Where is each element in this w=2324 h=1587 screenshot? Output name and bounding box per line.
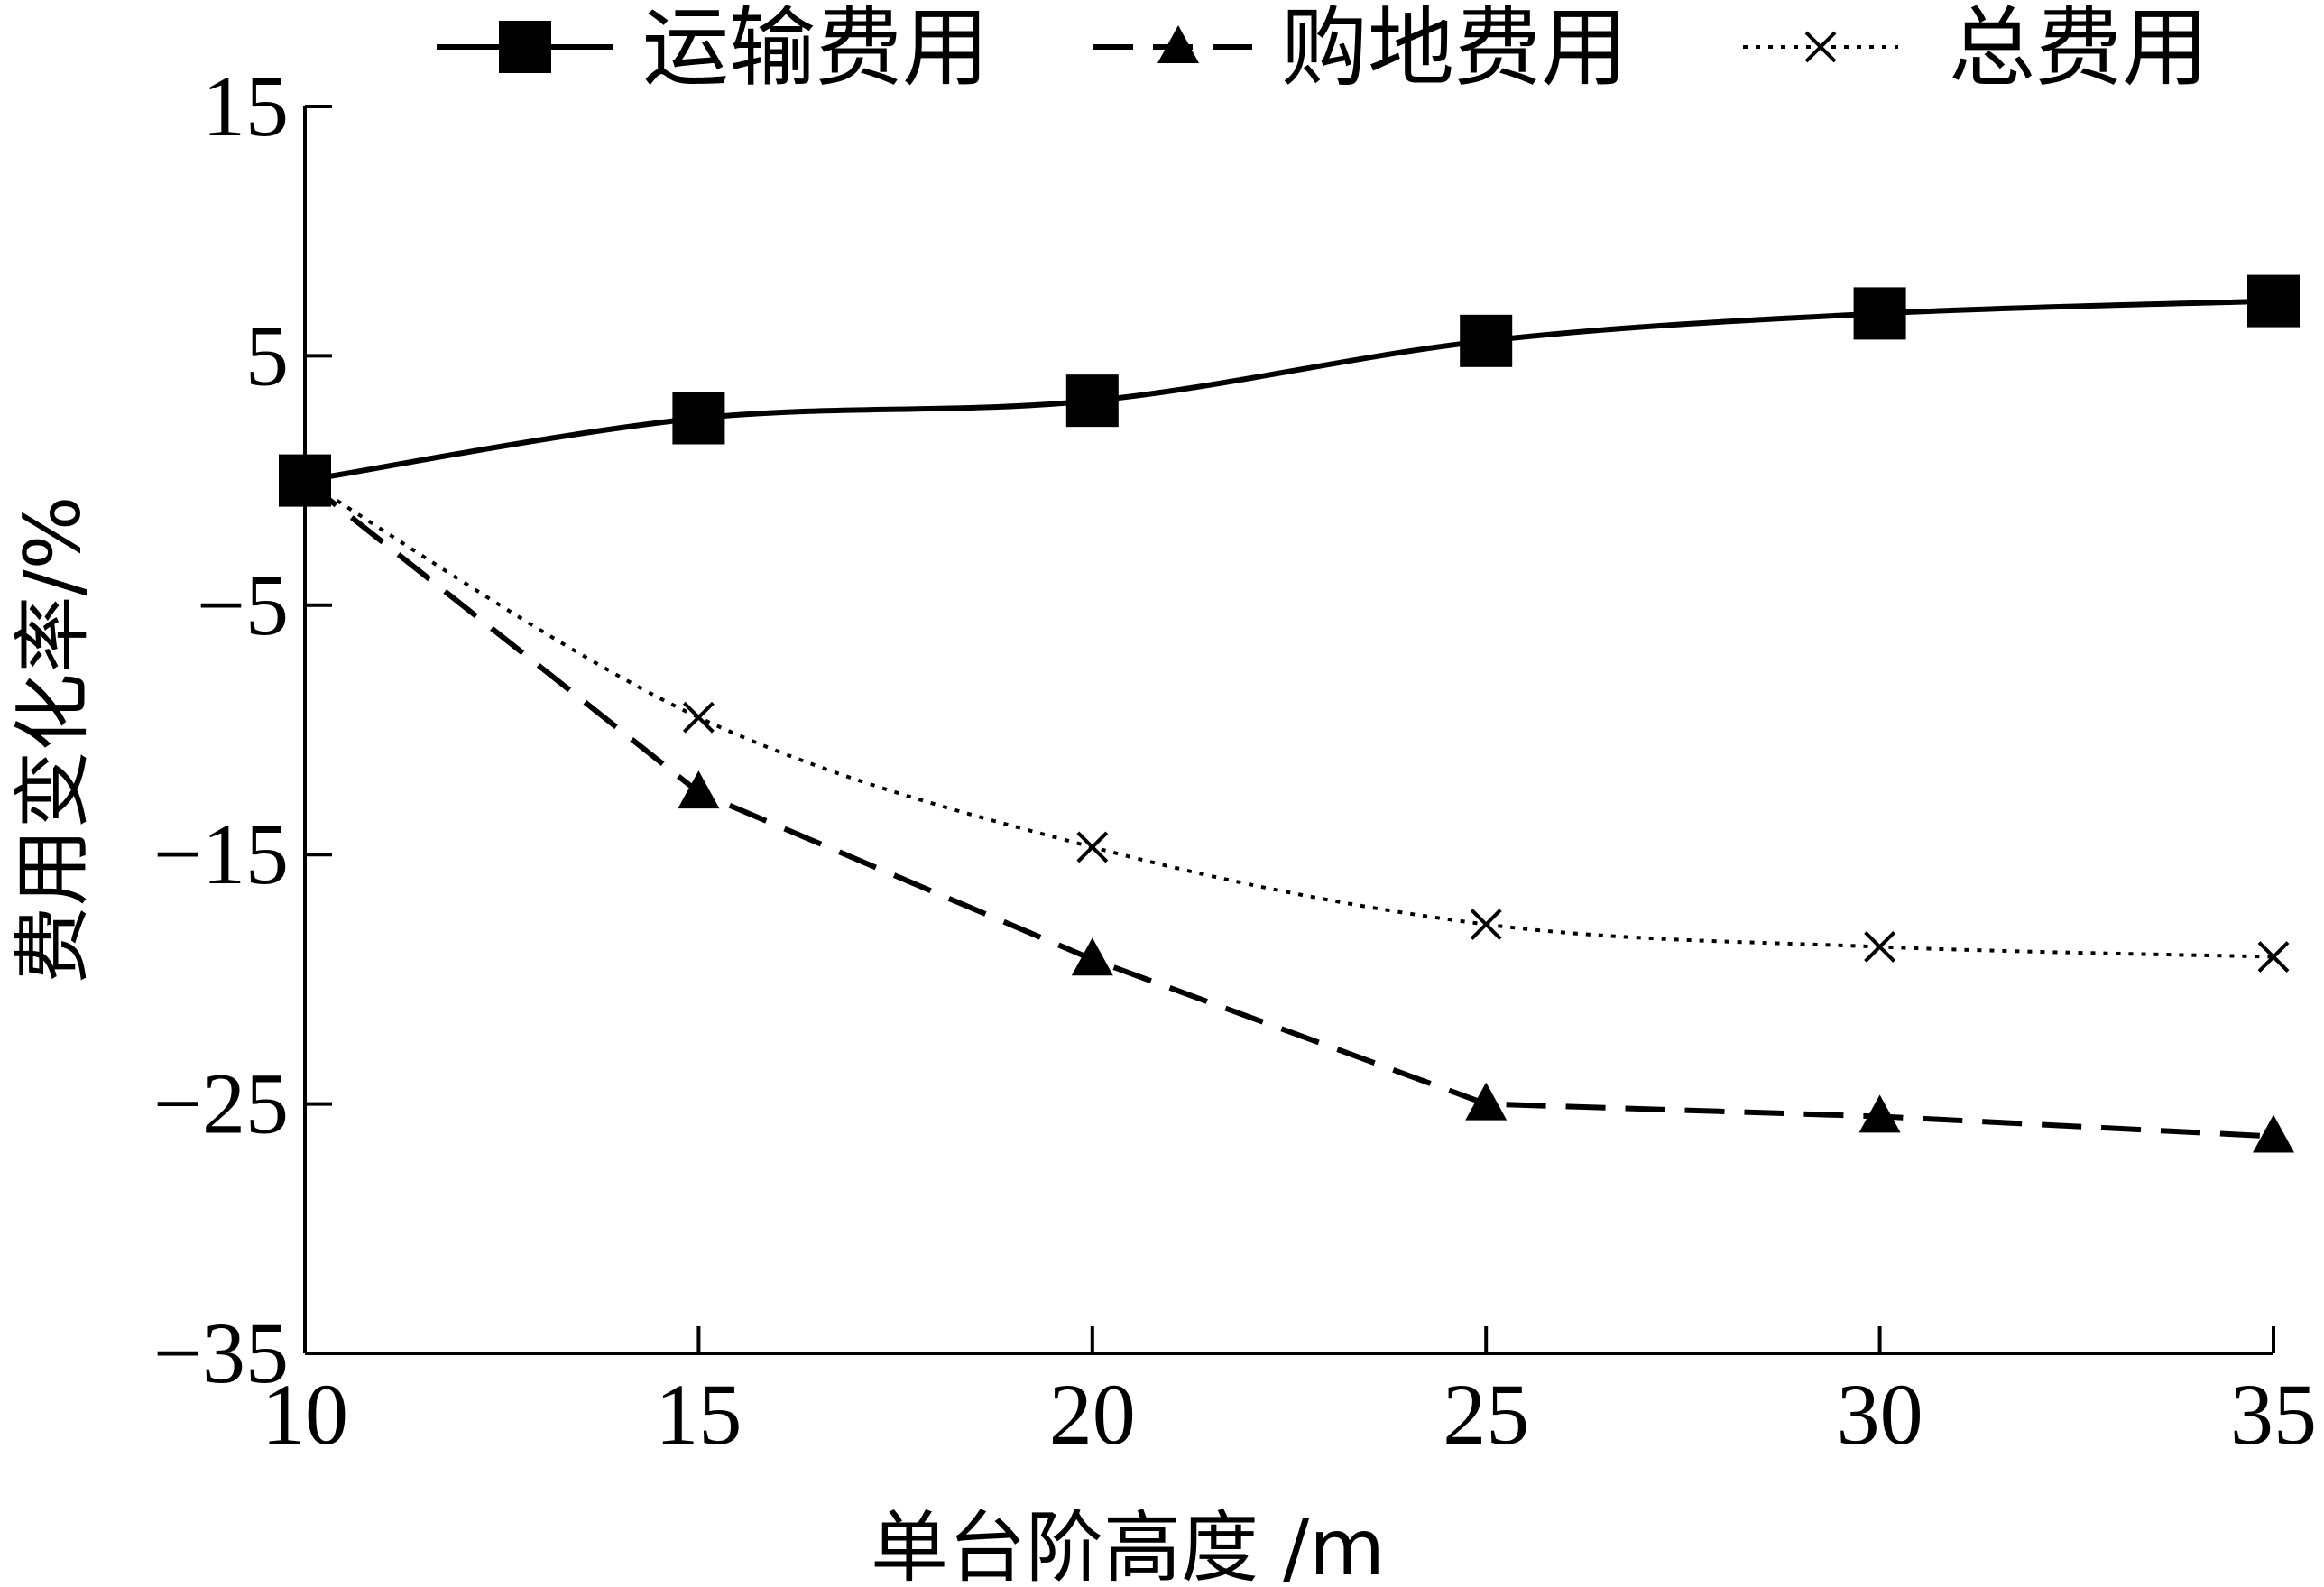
series-layer (279, 274, 2300, 1153)
data-point (1470, 909, 1502, 941)
data-point (2257, 941, 2290, 973)
y-axis-title: 费用变化率/% (8, 496, 98, 984)
data-point (1853, 287, 1906, 340)
legend-label: 运输费用 (642, 0, 989, 98)
data-point (1465, 1082, 1508, 1121)
data-point (289, 465, 321, 497)
series-3 (289, 465, 2290, 973)
x-axis-title: 单台阶高度 /m (871, 1503, 1385, 1587)
series-line (303, 478, 2274, 1140)
y-tick-label: −15 (153, 806, 289, 902)
legend-label: 购地费用 (1281, 0, 1628, 98)
y-tick-label: −5 (197, 557, 289, 653)
series-line (303, 478, 2274, 959)
x-tick-label: 35 (2230, 1366, 2317, 1462)
x-tick-label: 10 (262, 1366, 348, 1462)
series-line (304, 298, 2274, 484)
series-1 (279, 274, 2300, 507)
data-point (2253, 1114, 2294, 1153)
data-point (682, 701, 715, 734)
legend-item-3: 总费用 (1743, 0, 2209, 98)
legend-item-1: 运输费用 (437, 0, 989, 98)
series-2 (284, 458, 2294, 1153)
y-tick-label: 15 (202, 58, 289, 154)
data-point (678, 770, 720, 809)
y-tick-label: 5 (245, 307, 289, 403)
data-point (1858, 1094, 1901, 1133)
legend-item-2: 购地费用 (1093, 0, 1628, 98)
legend-marker (1804, 31, 1837, 63)
y-tick-label: −35 (153, 1305, 289, 1401)
data-point (284, 458, 326, 497)
legend-marker (499, 21, 551, 73)
x-axis: 10 15 20 25 30 35 (262, 1326, 2317, 1462)
data-point (1460, 314, 1513, 367)
y-axis: 15 5 −5 −15 −25 −35 (153, 58, 332, 1401)
data-point (1065, 374, 1119, 428)
data-point (1076, 831, 1109, 863)
y-tick-label: −25 (153, 1056, 289, 1152)
x-tick-label: 30 (1837, 1366, 1923, 1462)
legend-marker (1157, 25, 1199, 63)
x-tick-label: 15 (655, 1366, 742, 1462)
data-point (1071, 937, 1113, 976)
legend: 运输费用 购地费用 总费用 (437, 0, 2209, 98)
data-point (1864, 931, 1896, 963)
data-point (672, 392, 725, 445)
data-point (2247, 274, 2300, 328)
legend-label: 总费用 (1949, 0, 2209, 98)
x-tick-label: 20 (1049, 1366, 1136, 1462)
x-tick-label: 25 (1443, 1366, 1529, 1462)
